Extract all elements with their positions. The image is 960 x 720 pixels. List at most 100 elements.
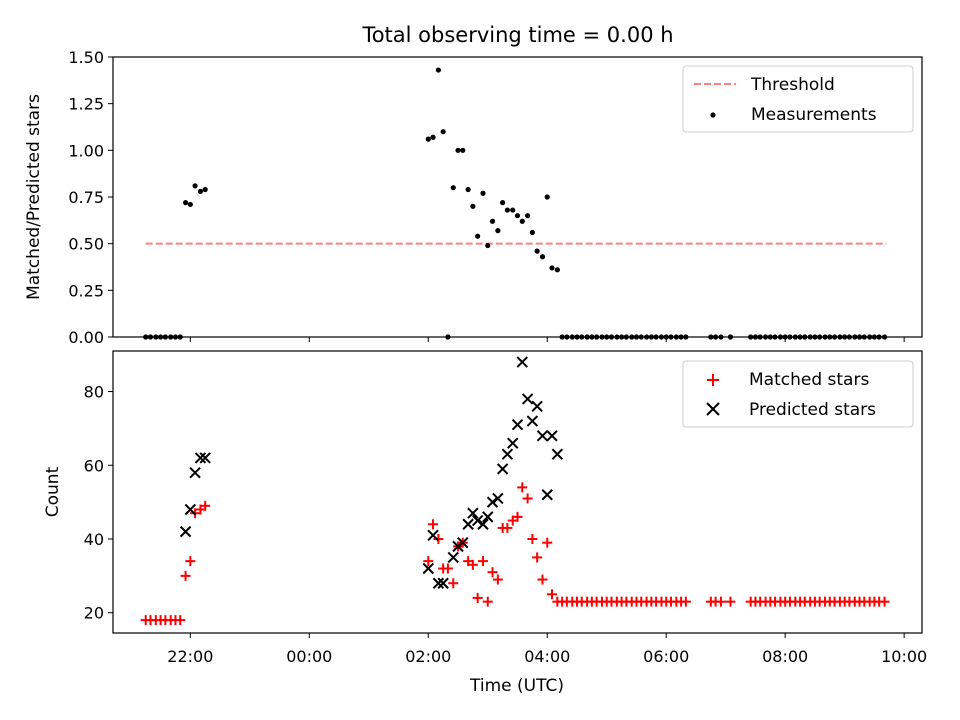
measurement-point (470, 203, 476, 209)
measurement-point (529, 229, 535, 236)
predicted-star-point (184, 503, 197, 516)
measurement-point (534, 248, 540, 254)
bottom-xtick-label: 02:00 (405, 647, 451, 666)
matched-star-point (200, 500, 211, 511)
matched-star-point (532, 552, 543, 563)
predicted-star-point (432, 577, 445, 589)
measurement-point (525, 213, 531, 219)
matched-star-point (537, 574, 548, 585)
measurement-point (519, 218, 525, 224)
measurement-point (475, 233, 481, 239)
bottom-xtick-label: 04:00 (524, 647, 570, 666)
matched-star-point (680, 596, 691, 607)
top-y-axis: 0.00 0.25 0.50 0.75 1.00 1.25 1.50 (68, 48, 113, 347)
predicted-star-point (541, 489, 553, 501)
matched-star-point (879, 596, 890, 607)
legend-matched-swatch (707, 374, 719, 386)
predicted-star-point (199, 452, 211, 464)
predicted-star-point (526, 415, 539, 427)
predicted-star-point (422, 562, 434, 575)
predicted-star-point (507, 437, 519, 449)
matched-star-point (517, 482, 528, 493)
predicted-star-point (551, 448, 564, 460)
legend-threshold-label: Threshold (750, 75, 835, 95)
top-legend: Threshold Measurements (682, 65, 914, 133)
top-ytick-label: 0.50 (68, 235, 104, 254)
matched-star-point (527, 534, 538, 544)
bottom-ytick-label: 80 (84, 383, 104, 402)
chart-title: Total observing time = 0.00 h (361, 23, 673, 47)
matched-star-point (175, 615, 186, 626)
measurement-point (192, 183, 198, 189)
matched-star-point (487, 567, 498, 578)
top-ytick-label: 1.50 (68, 48, 104, 67)
bottom-xlabel: Time (UTC) (469, 676, 564, 696)
top-x-axis (189, 337, 905, 342)
matched-star-point (502, 522, 513, 533)
top-ytick-label: 1.25 (68, 95, 104, 114)
matched-star-point (467, 559, 478, 570)
matched-star-point (542, 537, 553, 548)
bottom-plot-area (140, 356, 890, 626)
matched-star-point (423, 556, 434, 567)
measurement-point (504, 207, 510, 213)
measurement-point (430, 134, 436, 140)
predicted-star-point (179, 525, 192, 538)
matched-star-point (477, 556, 488, 567)
measurement-point (187, 201, 193, 208)
top-ytick-label: 0.25 (68, 281, 104, 300)
measurement-point (489, 218, 496, 224)
predicted-star-point (427, 529, 439, 542)
predicted-star-point (471, 514, 484, 527)
predicted-star-point (511, 419, 524, 431)
measurement-point (480, 190, 486, 196)
matched-star-point (547, 589, 558, 600)
top-ytick-label: 0.75 (68, 188, 104, 207)
matched-star-point (715, 596, 726, 607)
top-ytick-label: 0.00 (68, 328, 104, 347)
bottom-xtick-label: 06:00 (643, 647, 689, 666)
measurement-point (549, 265, 555, 271)
matched-star-point (472, 592, 483, 603)
bottom-xtick-label: 22:00 (167, 647, 213, 666)
matched-star-point (522, 493, 533, 504)
measurement-point (440, 129, 446, 135)
bottom-xtick-label: 08:00 (762, 647, 808, 666)
top-legend-box (682, 65, 914, 133)
predicted-star-point (492, 492, 504, 505)
bottom-xtick-label: 00:00 (286, 647, 332, 666)
measurement-point (182, 200, 189, 206)
measurement-point (510, 207, 516, 213)
predicted-star-point (467, 507, 479, 519)
legend-measurements-swatch (710, 112, 716, 118)
bottom-ylabel: Count (43, 466, 63, 517)
legend-measurements-label: Measurements (751, 105, 877, 125)
matched-star-point (442, 563, 453, 574)
predicted-star-point (482, 511, 494, 523)
bottom-ytick-label: 20 (84, 604, 104, 623)
measurement-point (495, 228, 501, 234)
matched-star-point (433, 534, 444, 544)
bottom-legend-box (682, 360, 914, 428)
predicted-star-point (516, 356, 528, 368)
predicted-star-point (462, 518, 474, 530)
count-panel: Count Time (UTC) 20 40 60 80 22:00 00:00 02:0… (43, 350, 927, 696)
matched-star-point (448, 578, 459, 589)
measurement-point (435, 67, 441, 73)
measurement-point (460, 147, 466, 153)
predicted-star-point (457, 536, 469, 549)
measurement-point (539, 254, 546, 260)
measurement-point (202, 186, 208, 193)
predicted-star-point (496, 463, 509, 475)
predicted-star-point (447, 551, 459, 564)
matched-star-point (725, 596, 736, 607)
top-axes-frame (112, 56, 923, 338)
measurement-point (455, 147, 461, 153)
bottom-ytick-label: 40 (84, 530, 104, 549)
measurement-point (450, 185, 456, 191)
bottom-x-axis: 22:00 00:00 02:00 04:00 06:00 08:00 10:00 (167, 633, 927, 666)
legend-predicted-swatch (706, 402, 720, 416)
predicted-star-point (501, 448, 514, 460)
measurement-point (544, 194, 550, 200)
